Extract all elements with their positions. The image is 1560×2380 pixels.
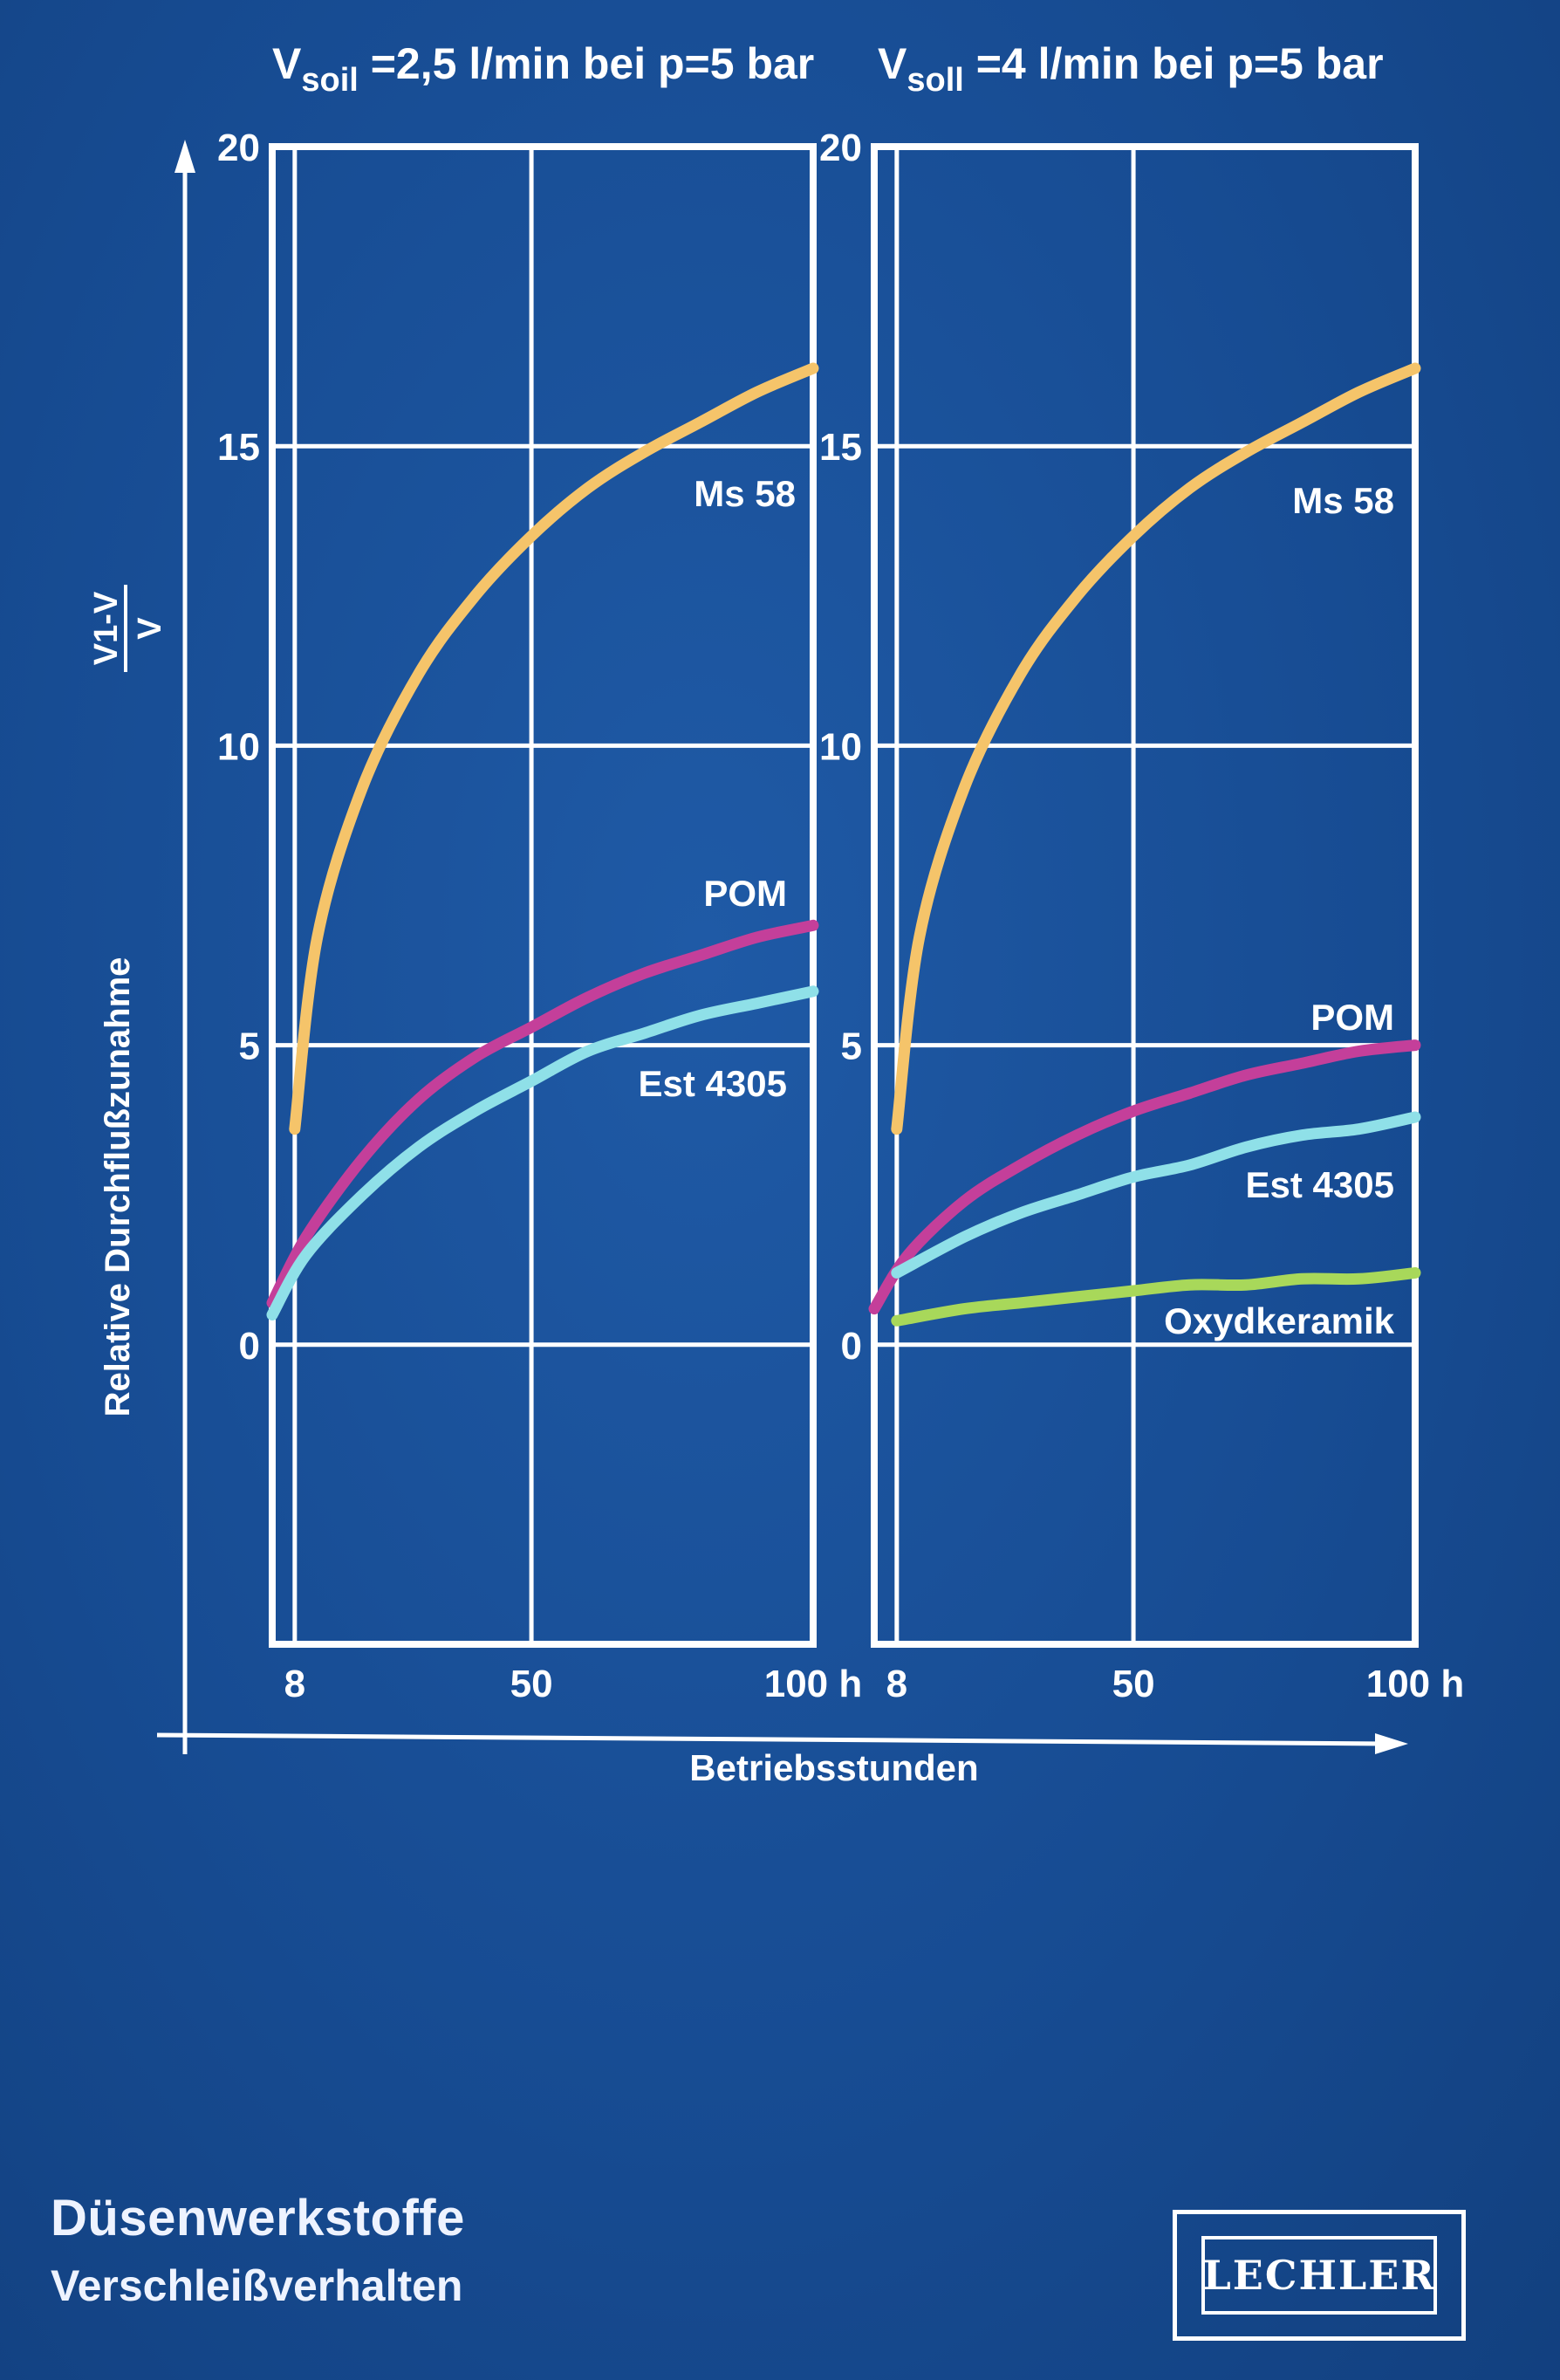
chart-2-series-ms-58 xyxy=(891,362,1421,1135)
chart-2-xtick-100: 100 h xyxy=(1366,1663,1465,1705)
chart-1-title: Vsoil =2,5 l/min bei p=5 bar xyxy=(272,39,814,99)
lechler-logo: LECHLER xyxy=(1173,2210,1466,2341)
chart-1-series-pom xyxy=(266,919,819,1309)
chart-2-series-pom xyxy=(868,1039,1421,1315)
chart-2-label-pom: POM xyxy=(1310,997,1394,1038)
footer-subtitle: Verschleißverhalten xyxy=(51,2261,463,2310)
chart-1-series-ms-58 xyxy=(289,362,819,1135)
x-axis-label: Betriebsstunden xyxy=(689,1747,978,1788)
chart-1-xtick-8: 8 xyxy=(284,1663,305,1705)
chart-1-ytick-15: 15 xyxy=(217,426,260,469)
chart-2-title: Vsoll =4 l/min bei p=5 bar xyxy=(878,39,1384,99)
chart-2-xtick-50: 50 xyxy=(1112,1663,1155,1705)
chart-1-ytick-5: 5 xyxy=(239,1025,260,1068)
chart-1-label-pom: POM xyxy=(703,873,787,914)
chart-2-series-oxydkeramik xyxy=(891,1266,1421,1327)
y-axis-arrowhead xyxy=(174,140,195,173)
chart-2-ytick-10: 10 xyxy=(819,725,862,768)
x-axis-arrow-line xyxy=(156,1732,1388,1746)
chart-layer: 0 5 10 15 20 8 50 100 h Ms 58 POM Est 4305 0 5 10 15 20… xyxy=(217,127,1464,1705)
x-axis-arrowhead xyxy=(1375,1733,1408,1754)
chart-1-title-subscript: soil xyxy=(301,62,358,99)
chart-1-xtick-100: 100 h xyxy=(764,1663,863,1705)
chart-2-label-est-4305: Est 4305 xyxy=(1246,1164,1394,1205)
y-axis-label: Relative Durchflußzunahme xyxy=(99,957,137,1417)
chart-2-label-oxydkeramik: Oxydkeramik xyxy=(1164,1300,1394,1341)
chart-2-label-ms-58: Ms 58 xyxy=(1292,480,1394,521)
chart-2-ytick-20: 20 xyxy=(819,127,862,169)
chart-1-label-est-4305: Est 4305 xyxy=(639,1063,787,1104)
lechler-logo-inner: LECHLER xyxy=(1201,2236,1437,2315)
chart-2-ytick-5: 5 xyxy=(841,1025,862,1068)
lechler-logo-text: LECHLER xyxy=(1202,2252,1436,2299)
chart-1-title-symbol: V xyxy=(272,39,302,88)
footer-title: Düsenwerkstoffe xyxy=(51,2190,465,2246)
chart-1-xtick-50: 50 xyxy=(510,1663,553,1705)
chart-2-xtick-8: 8 xyxy=(886,1663,907,1705)
chart-1-title-rest: =2,5 l/min bei p=5 bar xyxy=(359,39,814,88)
chart-1-frame xyxy=(269,143,817,1648)
y-axis-fraction-numerator: V1-V xyxy=(88,591,125,665)
chart-1-ytick-0: 0 xyxy=(239,1325,260,1368)
chart-1-ytick-20: 20 xyxy=(217,127,260,169)
chart-2-series-est-4305 xyxy=(891,1111,1421,1279)
y-axis-fraction-denominator: V xyxy=(132,617,168,640)
chart-2-title-subscript: soll xyxy=(907,62,963,99)
chart-2-ytick-0: 0 xyxy=(841,1325,862,1368)
chart-2-title-rest: =4 l/min bei p=5 bar xyxy=(964,39,1384,88)
chart-1-label-ms-58: Ms 58 xyxy=(694,473,796,514)
chart-1-series-est-4305 xyxy=(266,985,819,1320)
chart-1-ytick-10: 10 xyxy=(217,725,260,768)
chart-2-frame xyxy=(871,143,1419,1648)
chart-2-ytick-15: 15 xyxy=(819,426,862,469)
chart-2-title-symbol: V xyxy=(878,39,907,88)
y-axis-title: Relative Durchflußzunahme V1-V V xyxy=(88,585,168,1416)
chart-2: 0 5 10 15 20 8 50 100 h Ms 58 POM Est 4305 Oxydkera… xyxy=(819,127,1464,1705)
